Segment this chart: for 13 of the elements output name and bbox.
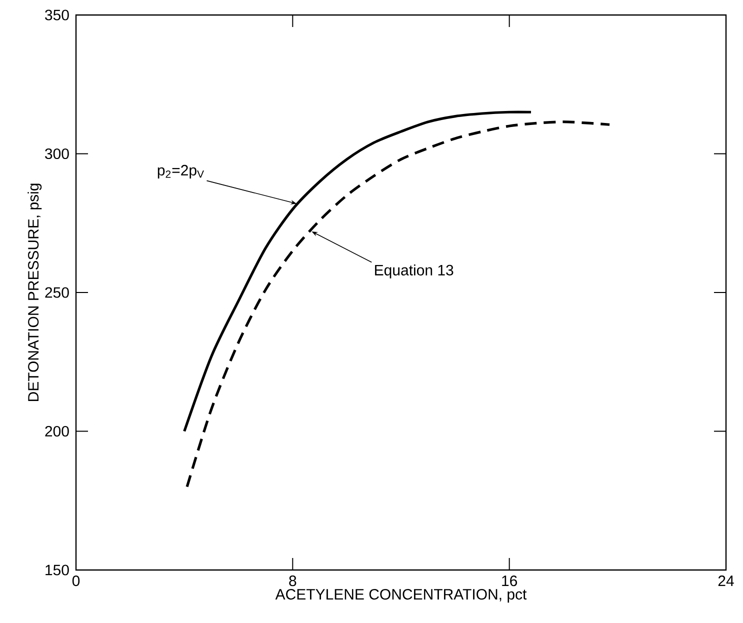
y-tick-label: 150 — [46, 564, 69, 576]
y-tick-label: 200 — [45, 426, 69, 437]
annotation: p$_{2}$=2p$_{V}$ — [158, 164, 204, 178]
y-tick-label: 300 — [45, 148, 69, 160]
x-tick-label: 8 — [289, 576, 296, 586]
y-axis-title: DETONATION PRESSURE, psig — [28, 184, 42, 402]
y-tick-label: 350 — [45, 10, 69, 20]
x-axis-title: ACETYLENE CONCENTRATION, pct — [275, 588, 527, 603]
annotation: Equation 13 — [375, 264, 454, 278]
y-tick-label: 250 — [45, 287, 69, 298]
x-tick-label: 16 — [502, 576, 518, 586]
x-tick-label: 0 — [72, 576, 80, 586]
x-tick-label: 24 — [718, 576, 734, 586]
